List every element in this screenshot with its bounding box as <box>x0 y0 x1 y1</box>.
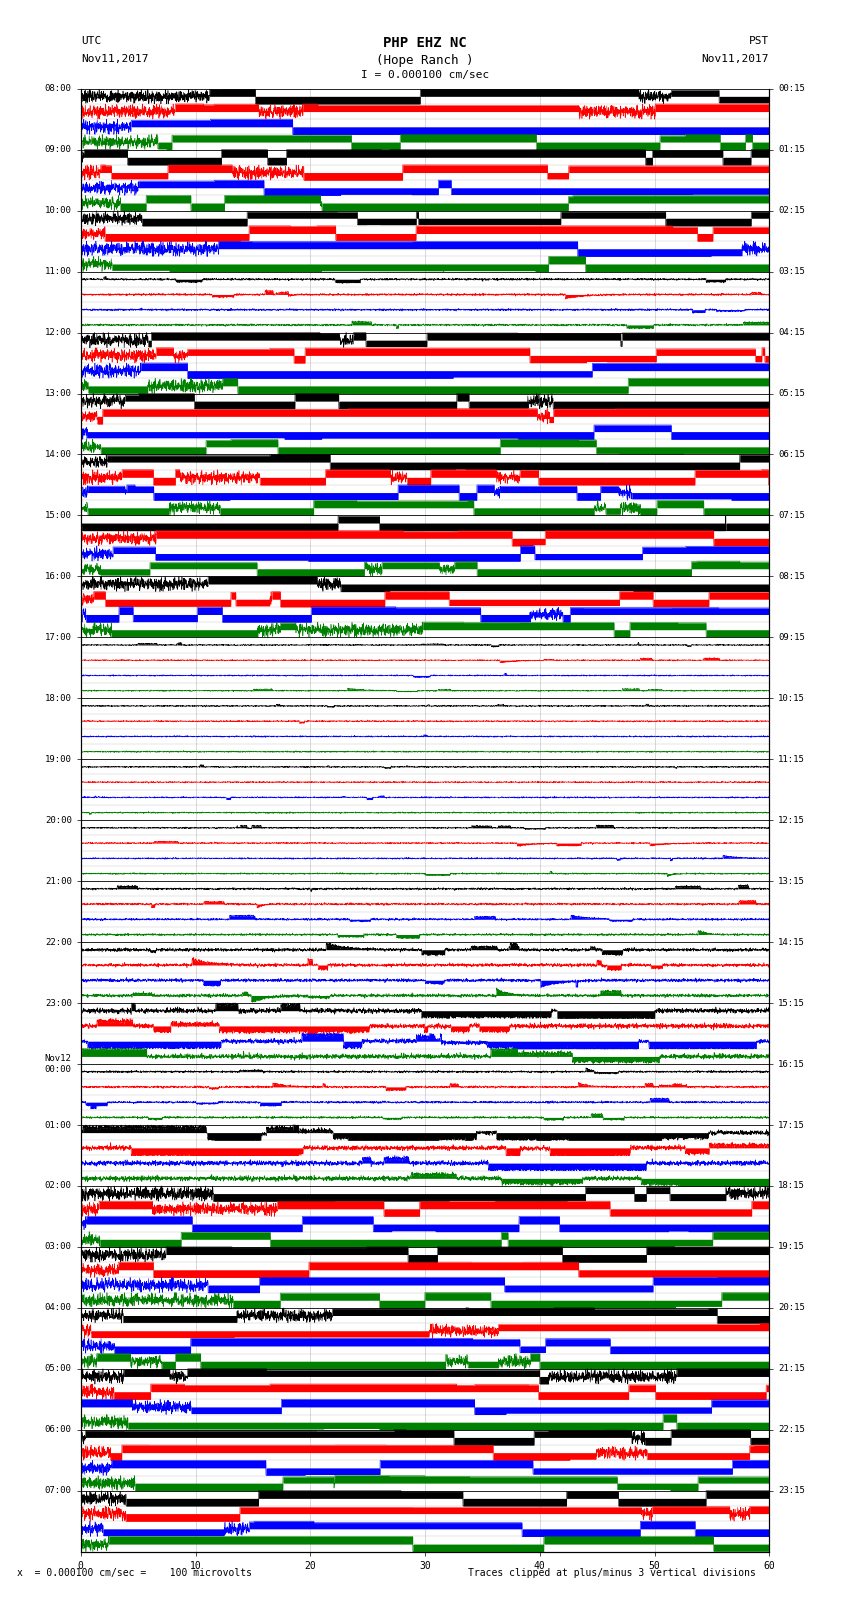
Text: Nov11,2017: Nov11,2017 <box>702 53 769 65</box>
Text: PHP EHZ NC: PHP EHZ NC <box>383 37 467 50</box>
Text: Nov11,2017: Nov11,2017 <box>81 53 148 65</box>
Text: (Hope Ranch ): (Hope Ranch ) <box>377 53 473 68</box>
Text: UTC: UTC <box>81 37 101 47</box>
Text: Traces clipped at plus/minus 3 vertical divisions: Traces clipped at plus/minus 3 vertical … <box>468 1568 756 1578</box>
Text: x  = 0.000100 cm/sec =    100 microvolts: x = 0.000100 cm/sec = 100 microvolts <box>17 1568 252 1578</box>
Text: I = 0.000100 cm/sec: I = 0.000100 cm/sec <box>361 71 489 81</box>
Text: PST: PST <box>749 37 769 47</box>
